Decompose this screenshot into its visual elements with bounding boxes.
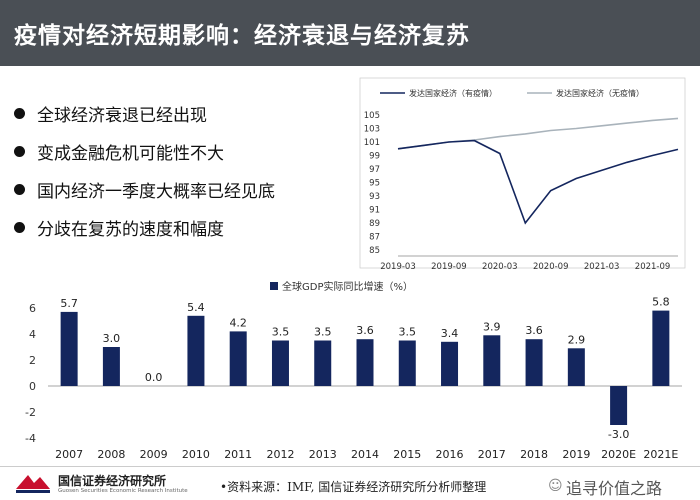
bar-chart-y-tick-label: -4 — [25, 432, 36, 445]
bar-data-label: 3.5 — [399, 326, 417, 339]
bar-x-tick-label: 2009 — [140, 448, 168, 461]
bar-chart-y-tick-label: 4 — [29, 328, 36, 341]
bullet-dot-icon — [14, 183, 25, 195]
line-chart-y-tick-label: 89 — [369, 219, 380, 229]
bullet-dot-icon — [14, 107, 25, 119]
bar — [229, 331, 247, 386]
bar — [483, 335, 501, 386]
bar-legend-swatch — [270, 282, 278, 290]
bar-data-label: 5.7 — [60, 297, 78, 310]
bar-data-label: -3.0 — [608, 428, 629, 441]
bullet-item: 变成金融危机可能性不大 — [14, 132, 275, 170]
bar-x-tick-label: 2008 — [97, 448, 125, 461]
bar-x-tick-label: 2012 — [266, 448, 294, 461]
bar-x-tick-label: 2013 — [309, 448, 337, 461]
bar — [60, 311, 78, 386]
bullet-list: 全球经济衰退已经出现 变成金融危机可能性不大 国内经济一季度大概率已经见底 分歧… — [14, 94, 275, 246]
bar-chart-y-tick-label: 6 — [29, 302, 36, 315]
line-chart-y-tick-label: 87 — [369, 233, 380, 243]
org-subtitle: Guosen Securities Economic Research Inst… — [58, 488, 188, 494]
bar-x-tick-label: 2018 — [520, 448, 548, 461]
title-bar: 疫情对经济短期影响：经济衰退与经济复苏 — [0, 0, 700, 66]
bar — [314, 340, 332, 386]
bar — [610, 386, 628, 425]
bar-x-tick-label: 2010 — [182, 448, 210, 461]
line-chart-y-tick-label: 93 — [369, 192, 380, 202]
bar-x-tick-label: 2014 — [351, 448, 379, 461]
bar-x-tick-label: 2007 — [55, 448, 83, 461]
bar-chart-y-tick-label: 0 — [29, 380, 36, 393]
source-note: •资料来源：IMF, 国信证券经济研究所分析师整理 — [220, 480, 487, 494]
page-title: 疫情对经济短期影响：经济衰退与经济复苏 — [14, 22, 470, 49]
line-chart-y-tick-label: 85 — [369, 246, 380, 256]
watermark-text: 追寻价值之路 — [566, 479, 663, 498]
bar-data-label: 3.5 — [314, 326, 332, 339]
bar — [187, 315, 205, 386]
bar-data-label: 0.0 — [145, 371, 163, 384]
bar-data-label: 3.5 — [272, 326, 290, 339]
bar — [102, 347, 120, 386]
bar-data-label: 5.4 — [187, 301, 205, 314]
bullet-item: 国内经济一季度大概率已经见底 — [14, 170, 275, 208]
bar-data-label: 3.0 — [103, 332, 121, 345]
bar-x-tick-label: 2020E — [601, 448, 636, 461]
bar-data-label: 3.6 — [356, 324, 374, 337]
guosen-logo-icon — [16, 475, 50, 493]
wechat-icon: ☺ — [548, 478, 563, 494]
line-chart-y-tick-label: 97 — [369, 165, 380, 175]
line-series-outbreak — [397, 139, 679, 225]
line-chart-y-tick-label: 95 — [369, 179, 380, 189]
line-chart-y-tick-label: 99 — [369, 152, 380, 162]
bar-legend-label: 全球GDP实际同比增速（%） — [282, 280, 413, 293]
bullet-item: 分歧在复苏的速度和幅度 — [14, 208, 275, 246]
bullet-text: 国内经济一季度大概率已经见底 — [37, 181, 275, 202]
bullet-dot-icon — [14, 221, 25, 233]
bar-data-label: 3.9 — [483, 320, 501, 333]
bar-x-tick-label: 2016 — [436, 448, 464, 461]
bullet-text: 变成金融危机可能性不大 — [37, 143, 224, 164]
bar — [652, 310, 670, 386]
line-chart-y-tick-label: 101 — [364, 138, 380, 148]
bar-x-tick-label: 2019 — [562, 448, 590, 461]
bar — [356, 339, 374, 386]
bar — [525, 339, 543, 386]
bar-x-tick-label: 2021E — [643, 448, 678, 461]
bullet-item: 全球经济衰退已经出现 — [14, 94, 275, 132]
line-chart-x-tick-label: 2021-03 — [584, 262, 620, 272]
bar — [271, 340, 289, 386]
bullet-text: 全球经济衰退已经出现 — [37, 105, 207, 126]
bar-data-label: 4.2 — [229, 316, 247, 329]
line-chart-y-tick-label: 91 — [369, 206, 380, 216]
bullet-text: 分歧在复苏的速度和幅度 — [37, 219, 224, 240]
line-chart-x-tick-label: 2020-09 — [533, 262, 569, 272]
bar-x-tick-label: 2011 — [224, 448, 252, 461]
bar-data-label: 2.9 — [568, 333, 586, 346]
bar-chart-y-tick-label: -2 — [25, 406, 36, 419]
line-chart-x-tick-label: 2019-09 — [431, 262, 467, 272]
bar-chart-y-tick-label: 2 — [29, 354, 36, 367]
legend-label-baseline: 发达国家经济（无疫情） — [556, 88, 644, 98]
bar-x-tick-label: 2015 — [393, 448, 421, 461]
line-chart-y-tick-label: 103 — [364, 125, 380, 135]
bar-data-label: 3.6 — [525, 324, 543, 337]
bar — [567, 348, 585, 386]
bullet-dot-icon — [14, 145, 25, 157]
bar — [398, 340, 416, 386]
bar-x-tick-label: 2017 — [478, 448, 506, 461]
line-chart-frame — [359, 77, 686, 269]
line-chart-x-tick-label: 2019-03 — [380, 262, 416, 272]
legend-label-outbreak: 发达国家经济（有疫情） — [409, 88, 497, 98]
line-chart-y-tick-label: 105 — [364, 111, 380, 121]
bar-data-label: 3.4 — [441, 327, 459, 340]
bar — [441, 341, 459, 386]
line-chart-x-tick-label: 2020-03 — [482, 262, 518, 272]
bar-data-label: 5.8 — [652, 296, 670, 309]
footer-divider — [0, 466, 700, 467]
org-name: 国信证券经济研究所 — [58, 474, 167, 488]
line-chart-x-tick-label: 2021-09 — [635, 262, 671, 272]
